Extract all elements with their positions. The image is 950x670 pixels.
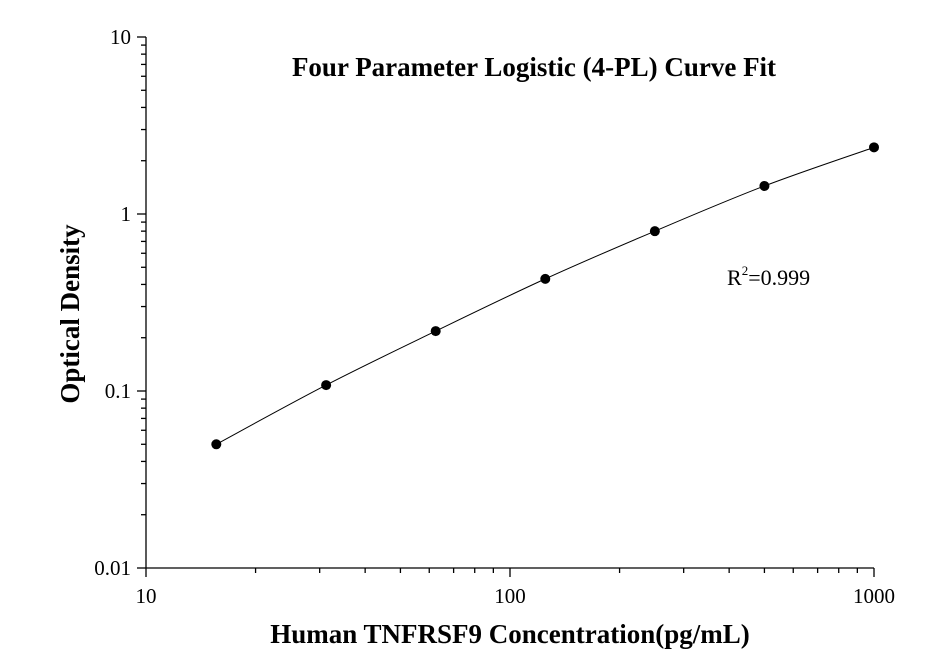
fit-curve — [216, 146, 875, 445]
data-point — [321, 380, 332, 391]
x-tick-label: 100 — [494, 584, 526, 608]
data-point — [869, 142, 879, 153]
r-squared-annotation: R2=0.999 — [727, 263, 810, 290]
data-point — [211, 439, 222, 450]
y-tick-label: 1 — [121, 202, 132, 226]
data-point — [540, 273, 551, 284]
r-squared-value: =0.999 — [748, 265, 810, 290]
y-axis-label: Optical Density — [55, 224, 85, 404]
data-point — [649, 226, 660, 237]
chart-title: Four Parameter Logistic (4-PL) Curve Fit — [292, 52, 776, 82]
x-tick-label: 1000 — [853, 584, 895, 608]
data-point — [430, 326, 441, 337]
data-point — [759, 180, 770, 191]
tick-labels: 10 100 1000 0.01 0.1 1 10 — [94, 25, 895, 608]
axes — [145, 37, 874, 569]
x-tick-label: 10 — [136, 584, 157, 608]
y-tick-label: 0.1 — [105, 379, 131, 403]
r-squared-sup: 2 — [742, 263, 749, 278]
ticks — [137, 36, 875, 577]
x-axis-label: Human TNFRSF9 Concentration(pg/mL) — [270, 619, 750, 649]
y-tick-label: 10 — [110, 25, 131, 49]
data-points — [211, 142, 879, 450]
y-tick-label: 0.01 — [94, 556, 131, 580]
r-squared-base: R — [727, 265, 742, 290]
